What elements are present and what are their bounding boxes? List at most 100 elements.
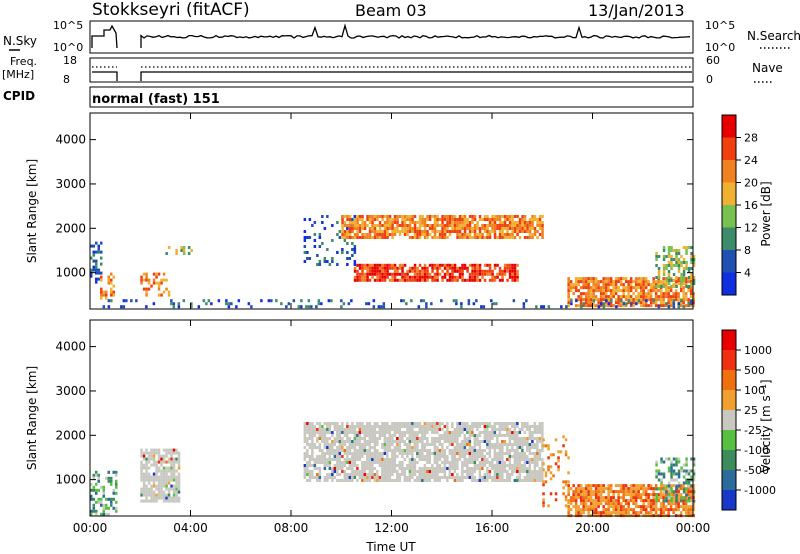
scatter-cell [594, 490, 598, 494]
scatter-cell [503, 266, 507, 270]
scatter-cell [358, 218, 362, 221]
scatter-cell [336, 428, 339, 431]
scatter-cell [368, 449, 372, 452]
scatter-cell [376, 461, 379, 464]
scatter-cell [316, 437, 319, 440]
scatter-cell [475, 299, 478, 303]
scatter-cell [140, 499, 143, 503]
scatter-cell [629, 280, 633, 284]
scatter-cell [381, 470, 384, 473]
scatter-cell [649, 499, 653, 503]
scatter-cell [476, 464, 479, 467]
scatter-cell [684, 280, 688, 284]
scatter-cell [446, 476, 449, 479]
scatter-cell [582, 505, 585, 509]
scatter-cell [599, 511, 603, 515]
scatter-cell [421, 269, 424, 273]
scatter-cell [433, 422, 437, 425]
scatter-cell [446, 428, 449, 431]
scatter-cell [617, 286, 620, 290]
scatter-cell [473, 233, 477, 236]
scatter-cell [574, 508, 578, 512]
scatter-cell [544, 471, 548, 475]
scatter-cell [526, 446, 529, 449]
scatter-cell [491, 431, 494, 434]
scatter-cell [557, 468, 560, 472]
scatter-cell [531, 479, 534, 482]
scatter-cell [684, 511, 688, 515]
scatter-cell [165, 493, 168, 497]
scatter-cell [680, 273, 683, 276]
scatter-cell [428, 479, 432, 482]
scatter-cell [458, 455, 462, 458]
scatter-cell [451, 269, 454, 273]
scatter-cell [95, 250, 98, 254]
scatter-cell [486, 446, 489, 449]
scatter-cell [97, 247, 100, 251]
scatter-cell [622, 490, 625, 494]
scatter-cell [217, 299, 221, 303]
scatter-cell [468, 461, 472, 464]
scatter-cell [669, 289, 673, 293]
scatter-cell [632, 496, 635, 500]
scatter-cell [418, 440, 422, 443]
scatter-cell [408, 473, 412, 476]
scatter-cell [416, 422, 419, 425]
scatter-cell [438, 449, 442, 452]
scatter-cell [100, 250, 103, 254]
scatter-cell [373, 431, 377, 434]
scatter-cell [408, 266, 412, 270]
scatter-cell [383, 473, 387, 476]
scatter-cell [421, 470, 424, 473]
scatter-cell [503, 467, 507, 470]
scatter-cell [685, 460, 688, 464]
scatter-cell [346, 227, 349, 230]
scatter-cell [406, 449, 409, 452]
scatter-cell [363, 476, 367, 479]
scatter-cell [326, 464, 329, 467]
scatter-cell [436, 449, 439, 452]
scatter-cell [441, 455, 444, 458]
scatter-cell [652, 505, 655, 509]
scatter-cell [308, 431, 312, 434]
scatter-cell [664, 493, 668, 497]
scatter-cell [147, 478, 151, 482]
scatter-cell [659, 505, 663, 509]
scatter-cell [162, 496, 166, 500]
scatter-cell [92, 253, 95, 257]
scatter-cell [501, 275, 504, 279]
scatter-cell [569, 487, 573, 491]
scatter-cell [655, 255, 658, 258]
scatter-cell [107, 299, 111, 303]
scatter-cell [438, 455, 442, 458]
scatter-cell [629, 484, 633, 488]
velocity-y-axis-title: Slant Range [km] [25, 366, 39, 470]
scatter-cell [441, 428, 444, 431]
scatter-cell [431, 428, 434, 431]
scatter-cell [525, 299, 528, 303]
scatter-cell [341, 248, 344, 251]
scatter-cell [105, 290, 108, 294]
scatter-cell [458, 428, 462, 431]
scatter-cell [90, 268, 93, 272]
scatter-cell [165, 475, 168, 479]
scatter-cell [448, 263, 452, 267]
scatter-cell [328, 455, 332, 458]
scatter-cell [473, 446, 477, 449]
scatter-cell [426, 470, 429, 473]
scatter-cell [358, 425, 362, 428]
scatter-cell [632, 304, 635, 308]
scatter-cell [652, 490, 655, 494]
scatter-cell [599, 490, 603, 494]
scatter-cell [516, 422, 519, 425]
scatter-cell [672, 508, 675, 512]
scatter-cell [358, 230, 362, 233]
scatter-cell [388, 428, 392, 431]
scatter-cell [95, 277, 98, 281]
scatter-cell [463, 452, 467, 455]
scatter-cell [677, 481, 681, 485]
scatter-cell [361, 431, 364, 434]
scatter-cell [343, 239, 347, 242]
scatter-cell [478, 461, 482, 464]
scatter-cell [363, 452, 367, 455]
